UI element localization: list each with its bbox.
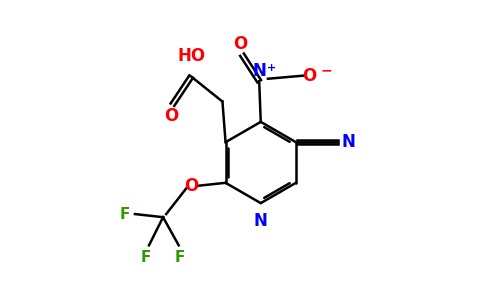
Text: O: O xyxy=(302,67,317,85)
Text: +: + xyxy=(267,63,276,74)
Text: N: N xyxy=(254,212,268,230)
Text: N: N xyxy=(341,133,355,151)
Text: O: O xyxy=(184,177,198,195)
Text: O: O xyxy=(164,107,178,125)
Text: N: N xyxy=(252,62,266,80)
Text: HO: HO xyxy=(177,47,205,65)
Text: −: − xyxy=(320,63,332,77)
Text: F: F xyxy=(120,207,130,222)
Text: F: F xyxy=(175,250,185,265)
Text: O: O xyxy=(233,35,247,53)
Text: F: F xyxy=(141,250,151,265)
